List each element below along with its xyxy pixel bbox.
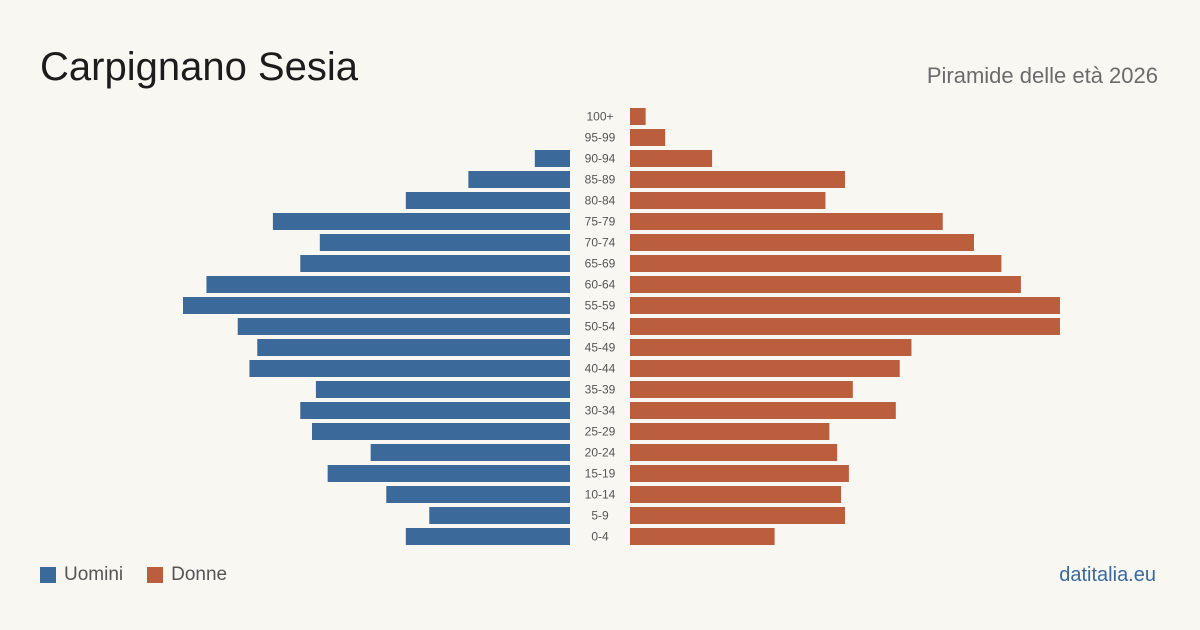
age-label-45-49: 45-49	[585, 341, 616, 355]
bar-men-25-29	[312, 423, 570, 440]
bar-men-0-4	[405, 528, 570, 545]
age-label-85-89: 85-89	[585, 173, 616, 187]
bar-women-65-69	[630, 255, 1002, 272]
site-link[interactable]: datitalia.eu	[1059, 564, 1156, 586]
legend-label-women: Donne	[171, 564, 228, 585]
bar-women-75-79	[630, 213, 943, 230]
page-title: Carpignano Sesia	[40, 45, 358, 89]
age-label-90-94: 90-94	[585, 152, 616, 166]
bar-men-50-54	[237, 318, 570, 335]
age-label-20-24: 20-24	[585, 446, 616, 460]
bar-women-5-9	[630, 507, 845, 524]
age-label-75-79: 75-79	[585, 215, 616, 229]
bar-men-85-89	[468, 171, 570, 188]
age-label-65-69: 65-69	[585, 257, 616, 271]
age-label-0-4: 0-4	[591, 530, 609, 544]
age-label-10-14: 10-14	[585, 488, 616, 502]
bar-men-60-64	[206, 276, 571, 293]
bar-men-45-49	[257, 339, 570, 356]
bar-women-35-39	[630, 381, 853, 398]
bar-men-10-14	[386, 486, 570, 503]
age-label-55-59: 55-59	[585, 299, 616, 313]
age-label-70-74: 70-74	[585, 236, 616, 250]
bar-women-20-24	[630, 444, 838, 461]
bar-men-40-44	[249, 360, 571, 377]
bar-men-55-59	[183, 297, 570, 314]
bar-women-15-19	[630, 465, 849, 482]
bar-men-15-19	[327, 465, 570, 482]
chart-subtitle: Piramide delle età 2026	[926, 63, 1158, 88]
legend-label-men: Uomini	[64, 564, 124, 585]
age-label-50-54: 50-54	[585, 320, 616, 334]
bar-women-30-34	[630, 402, 896, 419]
age-label-60-64: 60-64	[585, 278, 616, 292]
bar-women-95-99	[630, 129, 666, 146]
bar-men-75-79	[272, 213, 570, 230]
age-label-25-29: 25-29	[585, 425, 616, 439]
legend-item-men: Uomini	[40, 564, 123, 586]
bar-men-35-39	[315, 381, 570, 398]
bar-men-5-9	[429, 507, 570, 524]
age-label-100+: 100+	[586, 110, 613, 124]
bar-women-45-49	[630, 339, 912, 356]
bar-women-40-44	[630, 360, 900, 377]
bar-women-25-29	[630, 423, 830, 440]
age-label-15-19: 15-19	[585, 467, 616, 481]
bar-men-20-24	[370, 444, 570, 461]
legend-swatch-men	[40, 567, 56, 583]
bar-men-70-74	[319, 234, 570, 251]
age-label-95-99: 95-99	[585, 131, 616, 145]
bar-women-60-64	[630, 276, 1021, 293]
bar-women-50-54	[630, 318, 1060, 335]
bar-men-90-94	[534, 150, 570, 167]
bar-women-85-89	[630, 171, 845, 188]
bar-women-80-84	[630, 192, 826, 209]
bar-men-80-84	[405, 192, 570, 209]
bar-women-10-14	[630, 486, 842, 503]
age-label-40-44: 40-44	[585, 362, 616, 376]
bar-men-65-69	[300, 255, 570, 272]
bar-men-30-34	[300, 402, 570, 419]
age-label-35-39: 35-39	[585, 383, 616, 397]
legend-swatch-women	[147, 567, 164, 583]
age-label-80-84: 80-84	[585, 194, 616, 208]
bar-women-90-94	[630, 150, 713, 167]
bar-women-70-74	[630, 234, 974, 251]
bar-women-55-59	[630, 297, 1060, 314]
age-label-5-9: 5-9	[591, 509, 609, 523]
legend-item-women: Donne	[147, 564, 227, 586]
bar-women-0-4	[630, 528, 775, 545]
bar-women-100+	[630, 108, 646, 125]
legend: Uomini Donne	[40, 564, 251, 586]
age-label-30-34: 30-34	[585, 404, 616, 418]
